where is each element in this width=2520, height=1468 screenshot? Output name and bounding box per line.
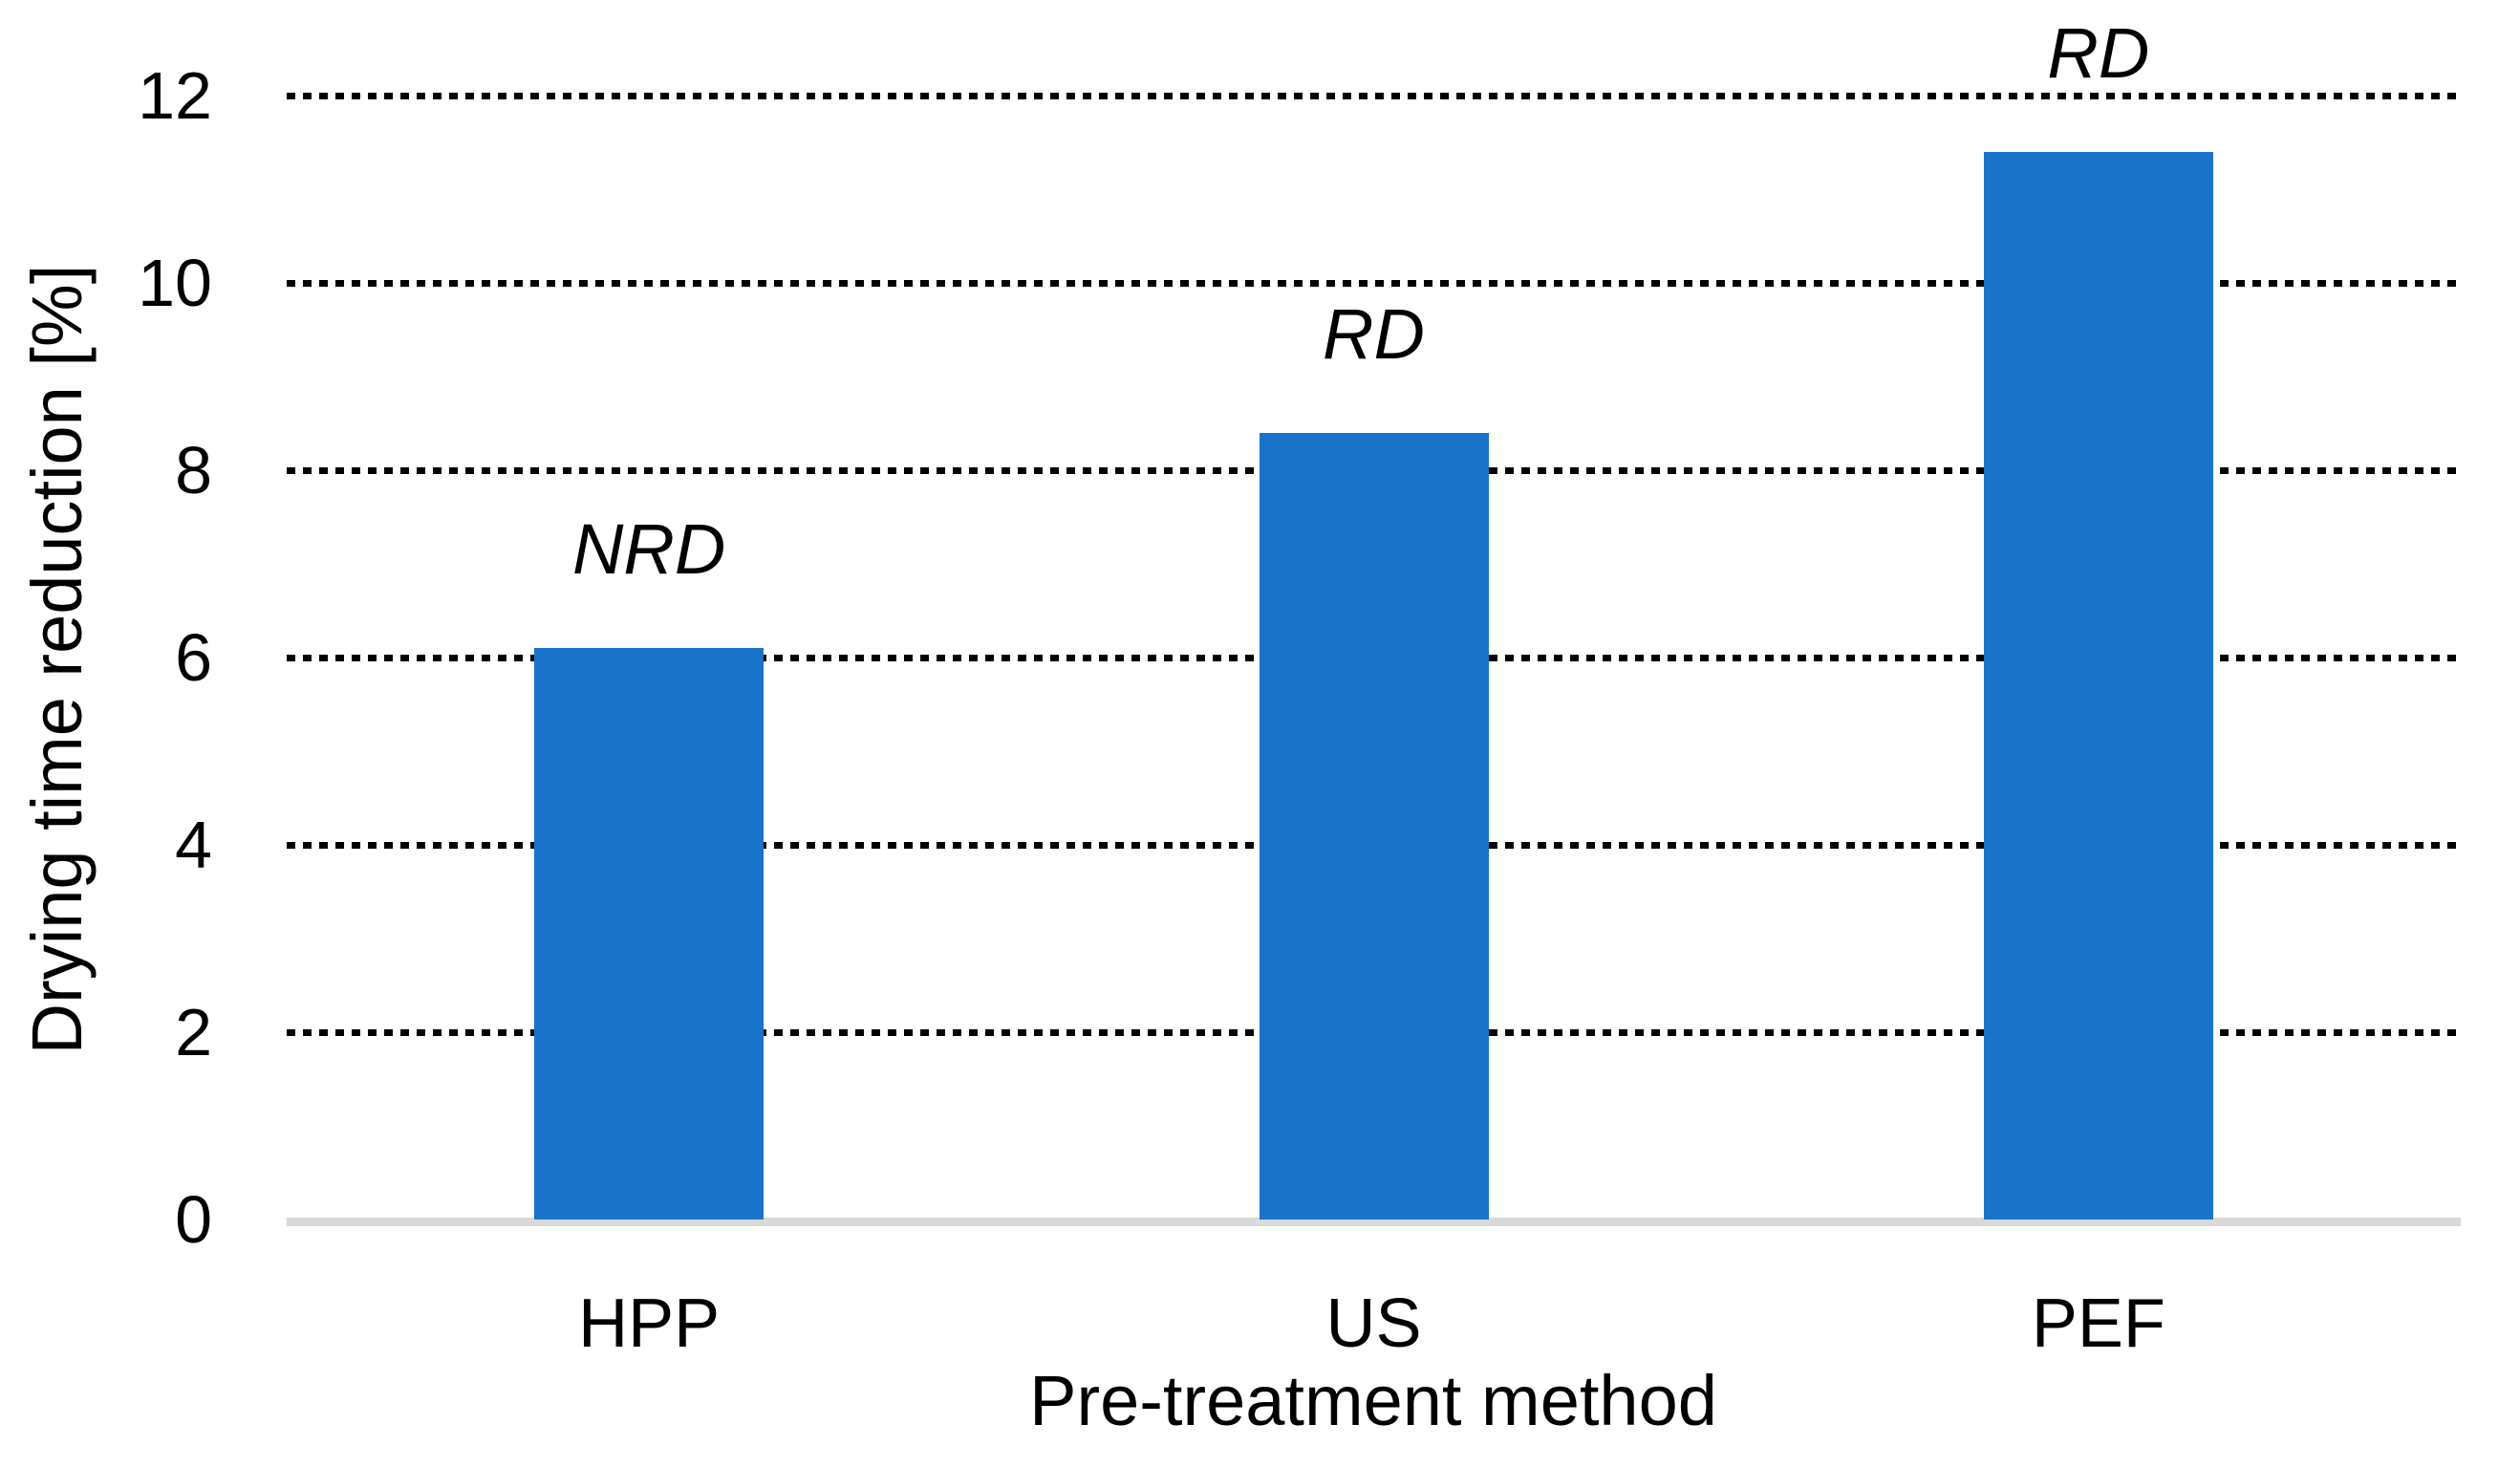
y-tick-label: 12 — [138, 58, 212, 133]
gridline-y-12 — [287, 93, 2461, 99]
y-tick-label: 2 — [175, 995, 212, 1069]
bar-pef — [1983, 151, 2213, 1220]
y-tick-label: 4 — [175, 808, 212, 882]
bar-annotation: RD — [1323, 293, 1425, 374]
x-axis-title: Pre-treatment method — [1029, 1361, 1717, 1440]
y-tick-label: 8 — [175, 433, 212, 507]
y-tick-label: 10 — [138, 246, 212, 320]
bar-hpp — [534, 648, 765, 1220]
bar-us — [1259, 432, 1489, 1220]
gridline-y-10 — [287, 280, 2461, 287]
y-tick-label: 6 — [175, 620, 212, 695]
y-tick-label: 0 — [175, 1182, 212, 1257]
bar-annotation: RD — [2047, 12, 2150, 93]
x-category-label: US — [1325, 1285, 1422, 1362]
x-category-label: PEF — [2031, 1285, 2165, 1362]
bar-annotation: NRD — [571, 509, 726, 590]
x-axis-line — [287, 1218, 2461, 1226]
x-category-label: HPP — [578, 1285, 721, 1362]
